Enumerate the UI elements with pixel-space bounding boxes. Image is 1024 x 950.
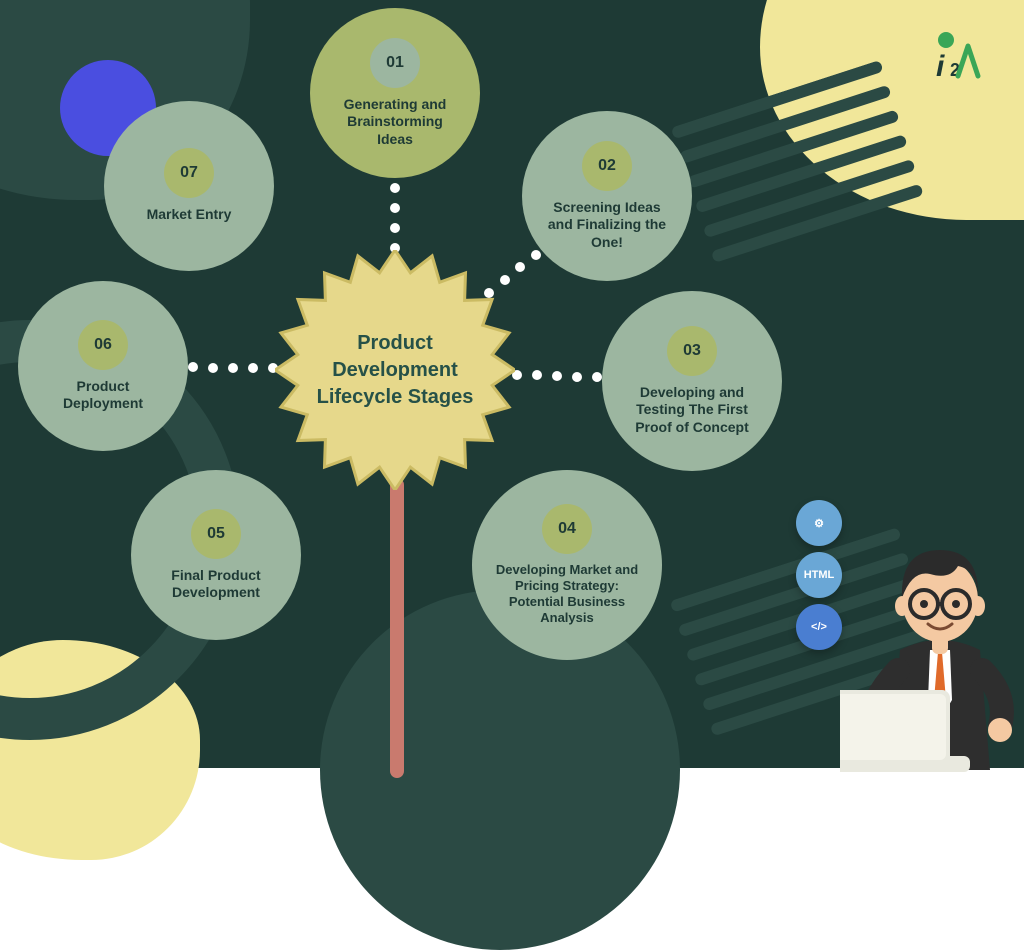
connector-dot xyxy=(390,223,400,233)
center-title: Product Development Lifecycle Stages xyxy=(275,330,515,411)
infographic-canvas: 01 Generating and Brainstorming Ideas 02 Sc… xyxy=(0,0,1024,768)
stage-number: 01 xyxy=(370,38,420,88)
stage-label: Market Entry xyxy=(137,206,242,224)
stage-number: 04 xyxy=(542,504,592,554)
connector-dot xyxy=(390,183,400,193)
stage-label: Developing Market and Pricing Strategy: … xyxy=(484,562,650,627)
code-icon: </> xyxy=(796,604,842,650)
connector-dot xyxy=(188,362,198,372)
stage-04: 04 Developing Market and Pricing Strategy… xyxy=(472,470,662,660)
connector-dot xyxy=(390,203,400,213)
stage-label: Screening Ideas and Finalizing the One! xyxy=(534,199,680,252)
decor-circle-bottom xyxy=(320,590,680,950)
connector-dot xyxy=(532,370,542,380)
stage-number: 02 xyxy=(582,141,632,191)
stage-06: 06 Product Deployment xyxy=(18,281,188,451)
center-badge: Product Development Lifecycle Stages xyxy=(275,250,515,490)
connector-dot xyxy=(592,372,602,382)
stage-03: 03 Developing and Testing The First Proof… xyxy=(602,291,782,471)
connector-dot xyxy=(248,363,258,373)
brand-logo: i 2 xyxy=(928,30,984,86)
character-illustration xyxy=(840,520,1024,780)
stage-label: Developing and Testing The First Proof o… xyxy=(614,384,770,437)
connector-dot xyxy=(208,363,218,373)
stage-number: 03 xyxy=(667,326,717,376)
stage-label: Generating and Brainstorming Ideas xyxy=(322,96,468,149)
svg-text:i: i xyxy=(936,50,945,83)
gear-icon: ⚙ xyxy=(796,500,842,546)
connector-dot xyxy=(515,262,525,272)
stage-05: 05 Final Product Development xyxy=(131,470,301,640)
stage-02: 02 Screening Ideas and Finalizing the One… xyxy=(522,111,692,281)
stage-01: 01 Generating and Brainstorming Ideas xyxy=(310,8,480,178)
stage-number: 05 xyxy=(191,509,241,559)
stage-number: 07 xyxy=(164,148,214,198)
center-stem xyxy=(390,478,404,778)
stage-label: Final Product Development xyxy=(143,567,289,602)
decor-stripes-top xyxy=(671,60,930,280)
connector-dot xyxy=(572,372,582,382)
html-icon: HTML xyxy=(796,552,842,598)
stage-07: 07 Market Entry xyxy=(104,101,274,271)
stage-number: 06 xyxy=(78,320,128,370)
connector-dot xyxy=(552,371,562,381)
connector-dot xyxy=(228,363,238,373)
stage-label: Product Deployment xyxy=(30,378,176,413)
